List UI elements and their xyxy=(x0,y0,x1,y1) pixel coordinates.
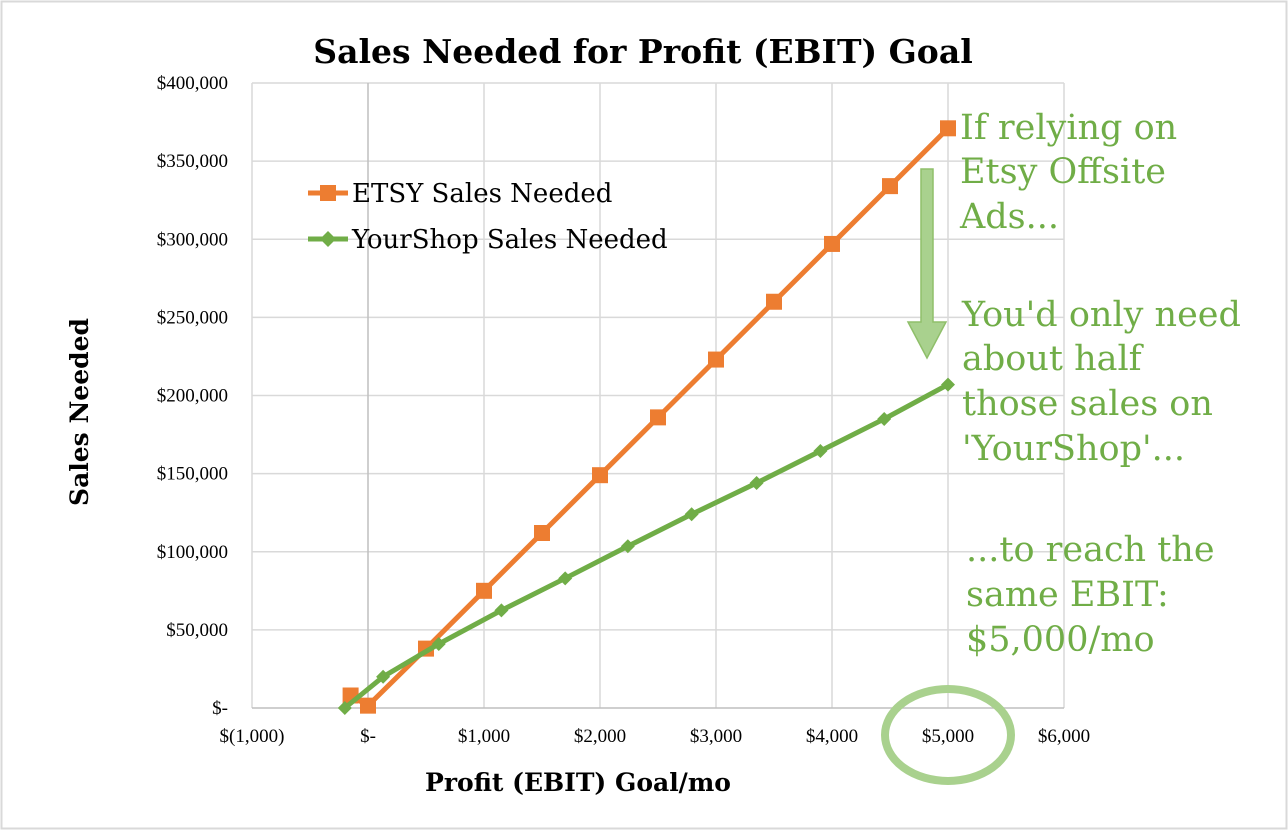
annotation-ebit-line-1: ...to reach the xyxy=(966,530,1215,570)
y-tick-label: $250,000 xyxy=(157,307,228,328)
annotation-ebit-line-3: $5,000/mo xyxy=(966,620,1155,660)
data-point-yourshop xyxy=(494,603,509,618)
x-tick-label: $- xyxy=(360,726,376,747)
data-point-etsy xyxy=(534,525,550,541)
annotation-ebit: ...to reach the same EBIT: $5,000/mo xyxy=(966,530,1215,660)
data-point-yourshop xyxy=(376,669,391,684)
data-point-etsy xyxy=(708,351,724,368)
y-axis-title: Sales Needed xyxy=(65,318,94,506)
annotation-ebit-line-2: same EBIT: xyxy=(966,575,1169,615)
legend: ETSY Sales Needed YourShop Sales Needed xyxy=(308,179,668,255)
gridlines xyxy=(251,82,1065,708)
x-tick-label: $1,000 xyxy=(458,726,510,747)
data-point-yourshop xyxy=(431,636,446,651)
annotation-yourshop: You'd only need about half those sales o… xyxy=(961,295,1241,469)
y-tick-label: $- xyxy=(212,698,228,719)
y-tick-label: $300,000 xyxy=(157,229,228,250)
data-point-etsy xyxy=(360,697,376,714)
annotation-etsy-line-1: If relying on xyxy=(960,108,1177,148)
x-tick-label: $6,000 xyxy=(1038,726,1090,747)
legend-marker-yourshop xyxy=(320,231,336,247)
legend-label-yourshop: YourShop Sales Needed xyxy=(351,225,668,255)
data-point-yourshop xyxy=(558,571,573,586)
data-point-yourshop xyxy=(620,539,635,554)
annotation-etsy: If relying on Etsy Offsite Ads... xyxy=(959,108,1177,237)
x-tick-label: $4,000 xyxy=(806,726,858,747)
annotation-yourshop-line-1: You'd only need xyxy=(961,295,1241,335)
data-point-etsy xyxy=(476,582,492,599)
data-point-etsy xyxy=(824,235,840,252)
chart-title: Sales Needed for Profit (EBIT) Goal xyxy=(313,32,972,71)
annotation-yourshop-line-2: about half xyxy=(962,339,1145,379)
data-point-yourshop xyxy=(337,701,352,715)
x-axis-title: Profit (EBIT) Goal/mo xyxy=(425,768,731,797)
data-point-yourshop xyxy=(749,476,764,490)
data-point-etsy xyxy=(592,467,608,484)
data-point-etsy xyxy=(650,409,666,426)
y-tick-label: $150,000 xyxy=(157,464,228,485)
series-layer xyxy=(337,120,956,715)
annotation-yourshop-line-3: those sales on xyxy=(962,384,1213,424)
x-tick-label: $3,000 xyxy=(690,726,742,747)
legend-item-etsy: ETSY Sales Needed xyxy=(308,179,612,209)
data-point-etsy xyxy=(766,293,782,310)
down-arrow-icon xyxy=(906,168,948,360)
data-point-yourshop xyxy=(877,411,892,426)
legend-label-etsy: ETSY Sales Needed xyxy=(352,179,612,209)
axes: $(1,000) $- $1,000 $2,000 $3,000 $4,000 $5,000… xyxy=(157,73,1090,747)
annotation-etsy-line-2: Etsy Offsite xyxy=(960,152,1166,192)
annotation-yourshop-line-4: 'YourShop'... xyxy=(962,429,1185,469)
legend-item-yourshop: YourShop Sales Needed xyxy=(308,225,668,255)
data-point-yourshop xyxy=(813,443,828,458)
annotation-etsy-line-3: Ads... xyxy=(959,197,1059,237)
y-tick-label: $100,000 xyxy=(157,542,228,563)
x-tick-label: $(1,000) xyxy=(220,726,285,747)
y-tick-label: $200,000 xyxy=(157,386,228,407)
data-point-etsy xyxy=(940,120,956,137)
x-tick-label: $2,000 xyxy=(574,726,626,747)
data-point-yourshop xyxy=(684,507,699,522)
series-yourshop xyxy=(337,377,955,715)
y-tick-label: $50,000 xyxy=(166,620,228,641)
decorations xyxy=(881,168,1015,785)
y-tick-label: $350,000 xyxy=(157,151,228,172)
data-point-etsy xyxy=(882,178,898,195)
data-point-yourshop xyxy=(941,377,955,392)
legend-marker-etsy xyxy=(320,185,336,201)
x-tick-label: $5,000 xyxy=(922,726,974,747)
y-tick-label: $400,000 xyxy=(157,73,228,94)
highlight-circle xyxy=(881,685,1015,785)
